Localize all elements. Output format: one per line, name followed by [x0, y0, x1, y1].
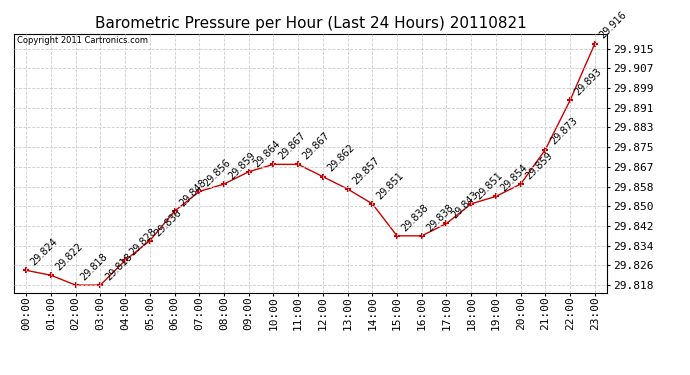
Text: 29.854: 29.854: [499, 163, 530, 194]
Text: 29.864: 29.864: [251, 138, 282, 169]
Text: 29.856: 29.856: [202, 158, 233, 189]
Text: 29.916: 29.916: [598, 10, 629, 41]
Text: 29.851: 29.851: [474, 170, 505, 201]
Text: 29.818: 29.818: [79, 251, 109, 282]
Text: 29.857: 29.857: [351, 155, 382, 186]
Text: 29.851: 29.851: [375, 170, 406, 201]
Text: 29.867: 29.867: [301, 130, 332, 162]
Text: 29.893: 29.893: [573, 67, 604, 98]
Text: 29.828: 29.828: [128, 226, 159, 258]
Text: 29.873: 29.873: [548, 116, 579, 147]
Text: 29.838: 29.838: [400, 202, 431, 233]
Text: 29.824: 29.824: [29, 237, 60, 267]
Text: 29.836: 29.836: [152, 207, 184, 238]
Text: Copyright 2011 Cartronics.com: Copyright 2011 Cartronics.com: [17, 36, 148, 45]
Text: 29.838: 29.838: [424, 202, 455, 233]
Text: 29.848: 29.848: [177, 177, 208, 209]
Text: 29.843: 29.843: [449, 190, 480, 221]
Text: 29.862: 29.862: [326, 143, 357, 174]
Text: 29.822: 29.822: [54, 242, 85, 273]
Text: 29.859: 29.859: [227, 150, 258, 181]
Text: 29.867: 29.867: [276, 130, 307, 162]
Text: 29.859: 29.859: [524, 150, 555, 181]
Title: Barometric Pressure per Hour (Last 24 Hours) 20110821: Barometric Pressure per Hour (Last 24 Ho…: [95, 16, 526, 31]
Text: 29.818: 29.818: [103, 251, 134, 282]
